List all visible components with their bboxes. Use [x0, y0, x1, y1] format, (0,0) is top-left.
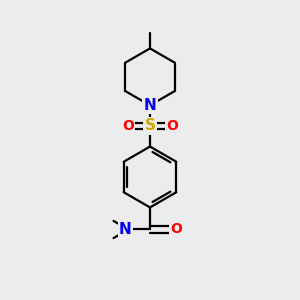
Text: S: S [145, 118, 155, 134]
Text: O: O [166, 119, 178, 133]
Text: O: O [171, 223, 182, 236]
Text: O: O [122, 119, 134, 133]
Text: N: N [144, 98, 156, 113]
Text: N: N [119, 222, 132, 237]
